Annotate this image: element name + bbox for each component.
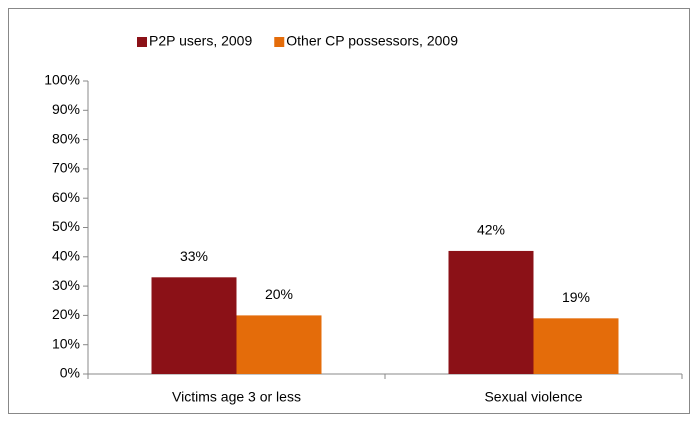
- bar: [236, 315, 322, 374]
- value-label: 33%: [180, 248, 208, 264]
- value-label: 42%: [477, 222, 505, 238]
- legend-swatch: [137, 37, 147, 47]
- x-tick-label: Victims age 3 or less: [172, 389, 301, 405]
- y-tick-label: 90%: [52, 101, 80, 117]
- y-tick-label: 30%: [52, 277, 80, 293]
- value-label: 19%: [562, 289, 590, 305]
- legend-label: P2P users, 2009: [149, 33, 252, 49]
- y-tick-label: 50%: [52, 218, 80, 234]
- y-tick-label: 10%: [52, 335, 80, 351]
- bar: [448, 250, 534, 374]
- bar: [151, 277, 237, 374]
- legend-swatch: [274, 37, 285, 47]
- y-tick-label: 60%: [52, 189, 80, 205]
- legend-label: Other CP possessors, 2009: [286, 33, 458, 49]
- x-tick-label: Sexual violence: [484, 389, 582, 405]
- bar: [533, 318, 619, 374]
- y-tick-label: 70%: [52, 160, 80, 176]
- value-label: 20%: [265, 286, 293, 302]
- y-tick-label: 80%: [52, 130, 80, 146]
- y-tick-label: 100%: [44, 72, 80, 88]
- y-tick-label: 0%: [60, 365, 80, 381]
- y-tick-label: 20%: [52, 306, 80, 322]
- y-tick-label: 40%: [52, 248, 80, 264]
